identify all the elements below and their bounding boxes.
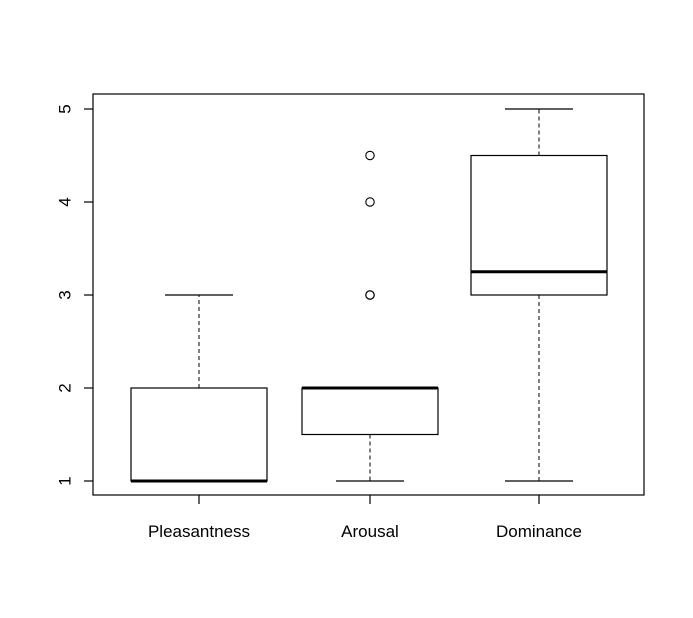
box-group-dominance bbox=[470, 108, 608, 482]
x-category-label: Pleasantness bbox=[148, 522, 250, 541]
box-iqr bbox=[470, 154, 608, 296]
y-tick-label: 4 bbox=[56, 197, 75, 206]
outlier-point bbox=[365, 290, 375, 300]
x-category-label: Dominance bbox=[496, 522, 582, 541]
box-group-pleasantness bbox=[130, 294, 268, 483]
outlier-point bbox=[365, 150, 375, 161]
x-category-label: Arousal bbox=[341, 522, 399, 541]
y-tick-label: 5 bbox=[56, 104, 75, 113]
y-tick-label: 1 bbox=[56, 476, 75, 485]
box-iqr bbox=[301, 387, 439, 436]
y-tick-label: 3 bbox=[56, 290, 75, 299]
y-tick-label: 2 bbox=[56, 383, 75, 392]
box-iqr bbox=[130, 387, 268, 482]
outlier-point bbox=[365, 197, 375, 207]
box-group-arousal bbox=[301, 150, 439, 482]
